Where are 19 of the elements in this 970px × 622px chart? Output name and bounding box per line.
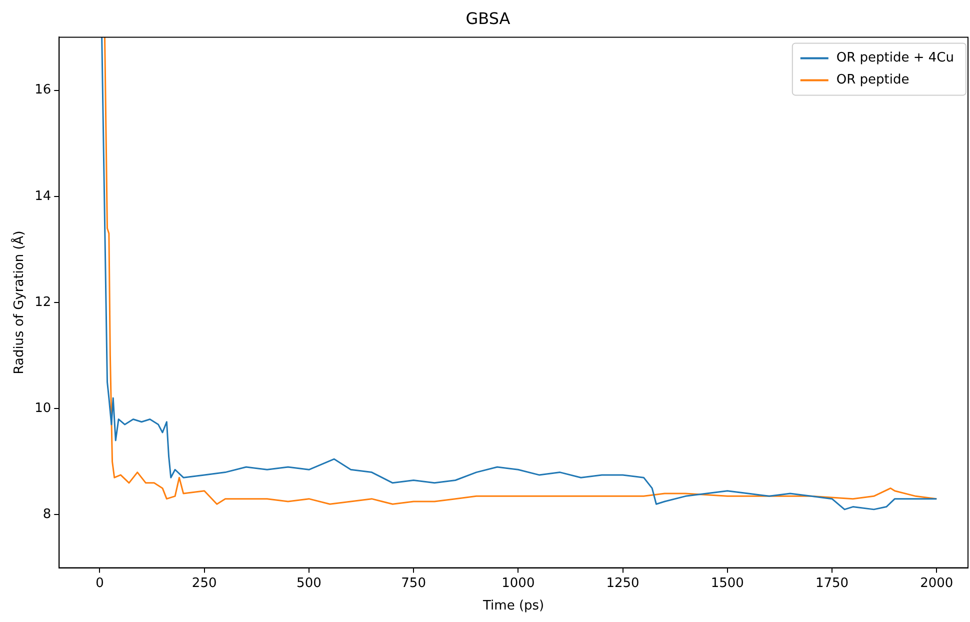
x-tick-label: 1500 (710, 576, 744, 591)
legend-label: OR peptide + 4Cu (836, 50, 954, 66)
legend-label: OR peptide (836, 72, 910, 88)
x-axis-title: Time (ps) (482, 598, 544, 614)
y-tick-label: 16 (34, 82, 52, 98)
y-tick-label: 10 (34, 400, 52, 416)
y-tick-label: 8 (42, 507, 52, 522)
x-tick-label: 0 (96, 576, 104, 591)
x-tick-label: 250 (192, 576, 217, 591)
y-tick-label: 14 (34, 188, 52, 204)
x-tick-label: 2000 (920, 576, 954, 591)
y-axis-title: Radius of Gyration (Å) (10, 230, 28, 374)
x-tick-label: 500 (296, 576, 322, 591)
x-tick-label: 750 (401, 576, 426, 591)
y-tick-label: 12 (34, 294, 52, 310)
x-tick-label: 1000 (502, 576, 535, 591)
chart-title: GBSA (466, 8, 510, 28)
x-tick-label: 1750 (815, 576, 849, 591)
x-tick-label: 1250 (606, 576, 640, 591)
